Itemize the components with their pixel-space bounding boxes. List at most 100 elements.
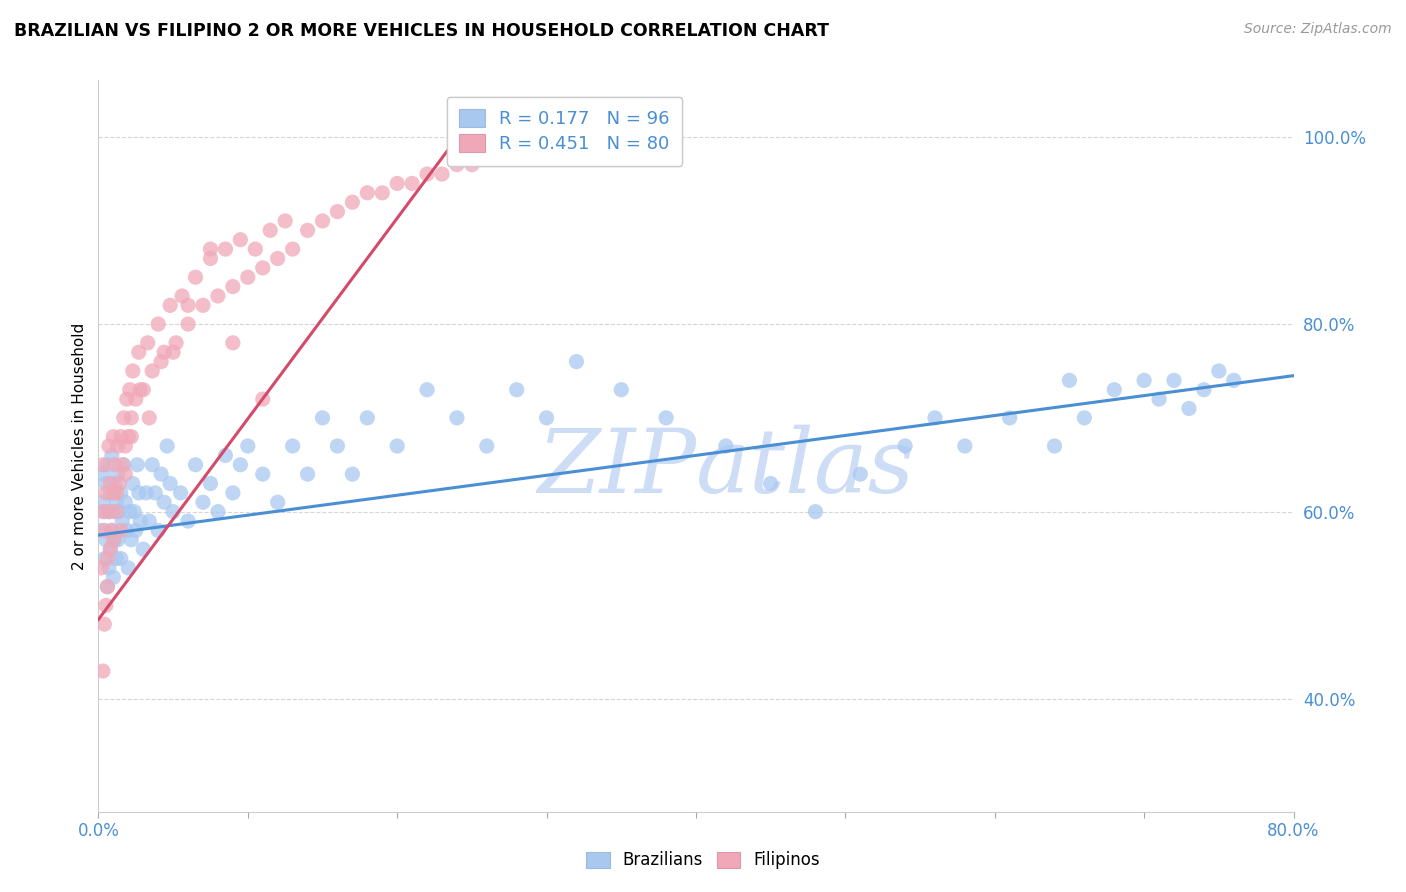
Point xyxy=(110,486,132,500)
Point xyxy=(117,429,139,443)
Point xyxy=(97,439,120,453)
Point xyxy=(229,458,252,472)
Point xyxy=(156,439,179,453)
Point xyxy=(96,580,118,594)
Point xyxy=(107,467,129,482)
Point xyxy=(252,467,274,482)
Point xyxy=(91,458,114,472)
Point xyxy=(94,599,117,613)
Point xyxy=(98,542,122,557)
Point xyxy=(184,458,207,472)
Point xyxy=(111,514,134,528)
Point xyxy=(1223,373,1246,387)
Point xyxy=(97,505,120,519)
Text: ZIP: ZIP xyxy=(537,425,696,511)
Point xyxy=(169,486,191,500)
Point xyxy=(128,486,150,500)
Point xyxy=(132,383,155,397)
Point xyxy=(110,551,132,566)
Point xyxy=(200,476,222,491)
Point xyxy=(96,551,118,566)
Point xyxy=(93,524,115,538)
Point xyxy=(849,467,872,482)
Point xyxy=(124,505,146,519)
Point xyxy=(136,335,159,350)
Point xyxy=(894,439,917,453)
Point xyxy=(1147,392,1170,406)
Point xyxy=(536,410,558,425)
Point xyxy=(115,392,138,406)
Point xyxy=(416,167,439,181)
Point xyxy=(1133,373,1156,387)
Point xyxy=(159,476,181,491)
Point xyxy=(98,542,122,557)
Point xyxy=(371,186,394,200)
Point xyxy=(165,335,187,350)
Text: BRAZILIAN VS FILIPINO 2 OR MORE VEHICLES IN HOUSEHOLD CORRELATION CHART: BRAZILIAN VS FILIPINO 2 OR MORE VEHICLES… xyxy=(14,22,830,40)
Point xyxy=(94,533,117,547)
Point xyxy=(200,242,222,256)
Point xyxy=(94,476,117,491)
Point xyxy=(475,439,498,453)
Point xyxy=(135,486,157,500)
Point xyxy=(1178,401,1201,416)
Point xyxy=(1192,383,1215,397)
Point xyxy=(141,458,163,472)
Point xyxy=(93,505,115,519)
Point xyxy=(1073,410,1095,425)
Text: Source: ZipAtlas.com: Source: ZipAtlas.com xyxy=(1244,22,1392,37)
Point xyxy=(191,495,214,509)
Point xyxy=(998,410,1021,425)
Point xyxy=(252,392,274,406)
Point xyxy=(953,439,976,453)
Point xyxy=(103,570,125,584)
Point xyxy=(1043,439,1066,453)
Point xyxy=(121,476,143,491)
Y-axis label: 2 or more Vehicles in Household: 2 or more Vehicles in Household xyxy=(72,322,87,570)
Point xyxy=(96,580,118,594)
Point xyxy=(110,524,132,538)
Point xyxy=(177,298,200,312)
Point xyxy=(461,158,484,172)
Point xyxy=(655,410,678,425)
Point xyxy=(229,233,252,247)
Point xyxy=(114,467,136,482)
Point xyxy=(342,467,364,482)
Point xyxy=(446,410,468,425)
Point xyxy=(924,410,946,425)
Point xyxy=(274,214,297,228)
Point xyxy=(162,505,184,519)
Point xyxy=(356,186,378,200)
Point xyxy=(97,505,120,519)
Point xyxy=(245,242,267,256)
Point xyxy=(1059,373,1081,387)
Point xyxy=(200,252,222,266)
Point xyxy=(416,383,439,397)
Point xyxy=(129,514,152,528)
Point xyxy=(115,524,138,538)
Point xyxy=(120,410,142,425)
Point xyxy=(103,505,125,519)
Point xyxy=(114,495,136,509)
Point xyxy=(159,298,181,312)
Point xyxy=(118,505,141,519)
Point xyxy=(214,242,236,256)
Point xyxy=(297,223,319,237)
Point xyxy=(153,345,176,359)
Point xyxy=(1104,383,1126,397)
Point xyxy=(127,458,149,472)
Point xyxy=(236,270,259,285)
Point xyxy=(138,514,160,528)
Point xyxy=(281,439,304,453)
Point xyxy=(222,279,245,293)
Point xyxy=(93,551,115,566)
Point xyxy=(101,524,124,538)
Point xyxy=(1208,364,1230,378)
Point xyxy=(259,223,281,237)
Point xyxy=(143,486,166,500)
Point xyxy=(112,458,135,472)
Point xyxy=(125,524,148,538)
Point xyxy=(565,354,588,368)
Point xyxy=(103,533,125,547)
Point xyxy=(1163,373,1185,387)
